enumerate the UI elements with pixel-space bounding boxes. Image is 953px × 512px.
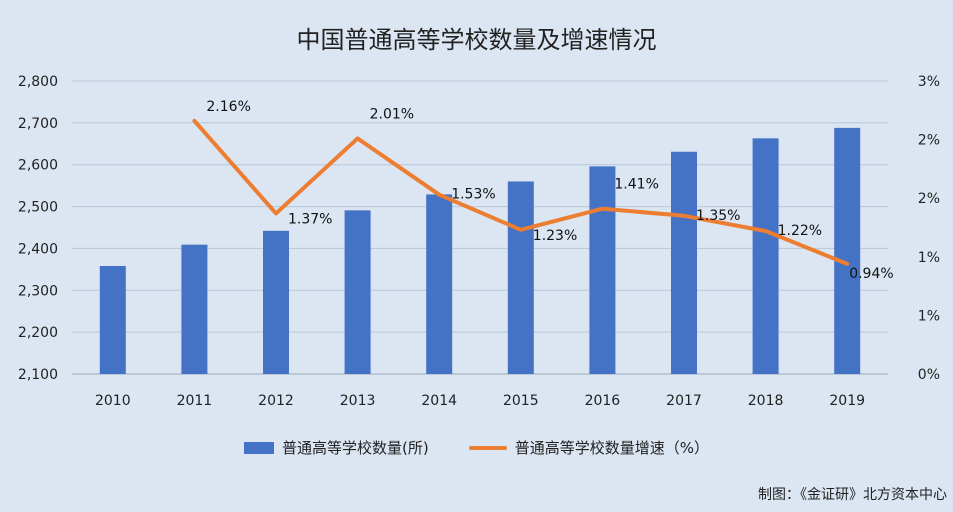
bar [99, 266, 126, 374]
right-axis-ticks: 0% 1% 1% 2% 2% 3% [918, 74, 940, 383]
growth-data-label: 1.53% [451, 187, 495, 203]
growth-data-label: 1.41% [614, 177, 658, 193]
y-left-tick-label: 2,800 [18, 74, 58, 90]
chart-title: 中国普通高等学校数量及增速情况 [296, 26, 657, 54]
bar-series [99, 127, 861, 374]
y-right-tick-label: 3% [918, 74, 940, 90]
bar [752, 138, 779, 374]
bar [671, 151, 697, 374]
x-tick-label: 2014 [421, 393, 457, 409]
y-right-tick-label: 2% [918, 133, 940, 149]
y-left-tick-label: 2,700 [18, 116, 58, 132]
growth-data-label: 1.23% [533, 228, 577, 244]
growth-data-label: 2.01% [370, 106, 414, 122]
y-left-tick-label: 2,600 [18, 158, 58, 174]
growth-data-label: 1.35% [696, 208, 740, 224]
legend-item-line[interactable]: 普通高等学校数量增速（%） [468, 437, 709, 458]
bar [589, 166, 616, 374]
x-tick-label: 2016 [585, 393, 621, 409]
y-left-tick-label: 2,200 [18, 325, 58, 341]
left-axis-ticks: 2,100 2,200 2,300 2,400 2,500 2,600 2,700 2,800 [18, 74, 58, 383]
legend-bar-swatch [244, 441, 274, 454]
growth-data-label: 2.16% [206, 99, 250, 115]
y-left-tick-label: 2,500 [18, 200, 58, 216]
growth-line-series [192, 118, 850, 266]
bar [834, 127, 861, 374]
chart-plot: 2,100 2,200 2,300 2,400 2,500 2,600 2,700 2,800… [18, 74, 940, 409]
legend: 普通高等学校数量(所) 普通高等学校数量增速（%） [0, 437, 953, 458]
x-axis-ticks: 2010 2011 2012 2013 2014 2015 2016 2017 2018 2019 [95, 393, 865, 409]
y-right-tick-label: 0% [918, 367, 940, 383]
y-left-tick-label: 2,100 [18, 367, 58, 383]
x-tick-label: 2012 [258, 393, 294, 409]
bar [344, 210, 371, 374]
y-left-tick-label: 2,400 [18, 241, 58, 257]
x-tick-label: 2015 [503, 393, 539, 409]
x-tick-label: 2018 [748, 393, 784, 409]
y-right-tick-label: 1% [918, 250, 940, 266]
bar [181, 244, 208, 374]
y-left-tick-label: 2,300 [18, 283, 58, 299]
growth-line [192, 118, 850, 266]
x-tick-label: 2019 [829, 393, 865, 409]
y-right-tick-label: 1% [918, 308, 940, 324]
growth-data-label: 1.37% [288, 211, 332, 227]
bar [263, 230, 289, 374]
y-right-tick-label: 2% [918, 191, 940, 207]
growth-data-labels: 2.16% 1.37% 2.01% 1.53% 1.23% 1.41% 1.35% 1.22%… [206, 99, 893, 282]
x-tick-label: 2011 [177, 393, 213, 409]
bar [507, 181, 534, 374]
bar [426, 194, 453, 374]
source-credit: 制图：《金证研》北方资本中心 [758, 487, 947, 503]
legend-bar-label: 普通高等学校数量(所) [282, 439, 429, 457]
x-tick-label: 2013 [340, 393, 376, 409]
x-tick-label: 2010 [95, 393, 131, 409]
x-tick-label: 2017 [666, 393, 702, 409]
legend-item-bar[interactable]: 普通高等学校数量(所) [244, 437, 429, 458]
gridlines [72, 80, 888, 375]
growth-data-label: 0.94% [849, 266, 893, 282]
legend-line-swatch [468, 445, 507, 450]
legend-line-label: 普通高等学校数量增速（%） [514, 439, 709, 457]
growth-data-label: 1.22% [778, 223, 822, 239]
